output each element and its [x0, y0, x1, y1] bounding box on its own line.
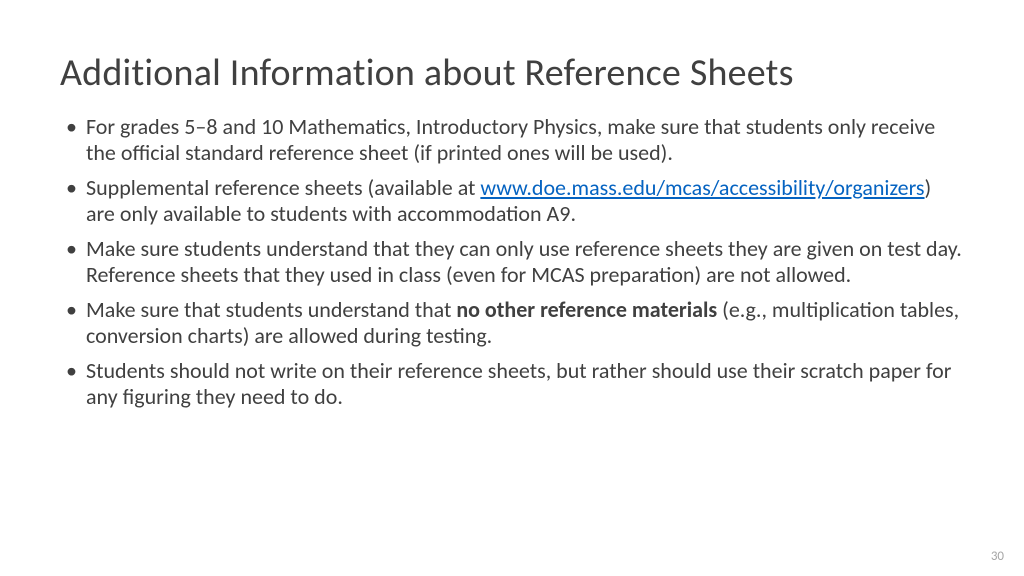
- slide: Additional Information about Reference S…: [0, 0, 1024, 576]
- page-number: 30: [991, 549, 1004, 564]
- text-run: Supplemental reference sheets (available…: [86, 174, 480, 201]
- list-item: Make sure that students understand that …: [60, 297, 964, 349]
- list-item: Students should not write on their refer…: [60, 358, 964, 410]
- text-run: For grades 5–8 and 10 Mathematics, Intro…: [86, 113, 935, 166]
- list-item: Supplemental reference sheets (available…: [60, 175, 964, 227]
- text-run: Make sure that students understand that: [86, 296, 456, 323]
- bullet-list: For grades 5–8 and 10 Mathematics, Intro…: [60, 114, 964, 410]
- bold-text: no other reference materials: [456, 296, 717, 323]
- list-item: Make sure students understand that they …: [60, 236, 964, 288]
- text-run: Make sure students understand that they …: [86, 235, 962, 288]
- list-item: For grades 5–8 and 10 Mathematics, Intro…: [60, 114, 964, 166]
- text-run: Students should not write on their refer…: [86, 357, 951, 410]
- slide-title: Additional Information about Reference S…: [60, 50, 964, 96]
- link[interactable]: www.doe.mass.edu/mcas/accessibility/orga…: [480, 174, 924, 201]
